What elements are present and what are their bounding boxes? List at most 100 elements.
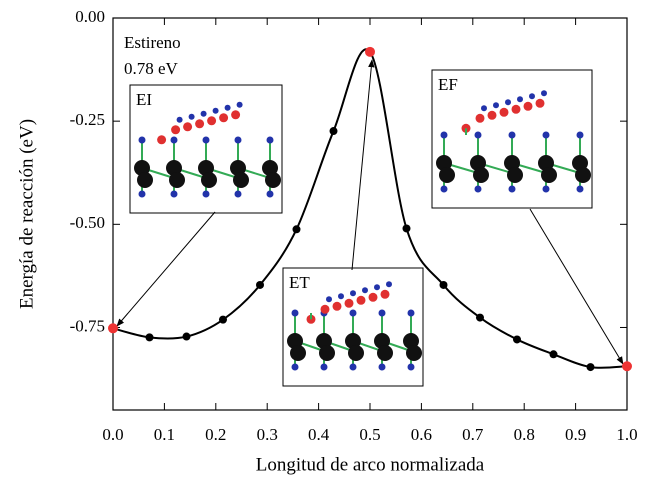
atom (504, 155, 520, 171)
atom (233, 172, 249, 188)
x-tick-label: 0.5 (359, 425, 380, 444)
inset-label: EI (136, 90, 152, 109)
atom (499, 107, 509, 117)
y-tick-label: -0.50 (70, 213, 105, 232)
atom (542, 131, 550, 139)
atom (475, 113, 485, 123)
atom (508, 131, 516, 139)
atom (212, 107, 219, 114)
atom (377, 345, 393, 361)
y-tick-label: -0.75 (70, 316, 105, 335)
atom (320, 363, 328, 371)
atom (170, 190, 178, 198)
point (439, 280, 448, 289)
atom (166, 160, 182, 176)
atom (176, 116, 183, 123)
atom (320, 304, 330, 314)
arrow (351, 59, 375, 271)
inset-label: ET (289, 273, 310, 292)
point (402, 224, 411, 233)
atom (332, 301, 342, 311)
atom (171, 125, 181, 135)
atom (474, 131, 482, 139)
point (475, 313, 484, 322)
x-tick-label: 0.0 (102, 425, 123, 444)
atom (576, 185, 584, 193)
atom (374, 284, 380, 291)
atom (291, 363, 299, 371)
atom (576, 131, 584, 139)
x-tick-label: 0.1 (154, 425, 175, 444)
atom (287, 333, 303, 349)
point (182, 332, 191, 341)
atom (224, 104, 231, 111)
atom (511, 104, 521, 114)
insets: EI ET EF (129, 69, 593, 387)
atom (266, 190, 274, 198)
point (256, 280, 265, 289)
atom (386, 281, 392, 288)
atom (290, 345, 306, 361)
atom (183, 122, 193, 132)
atom (338, 293, 344, 300)
atom (349, 363, 357, 371)
x-tick-label: 0.9 (565, 425, 586, 444)
atom (316, 333, 332, 349)
atom (349, 309, 357, 317)
atom (230, 160, 246, 176)
atom (134, 160, 150, 176)
atom (262, 160, 278, 176)
atom (380, 289, 390, 299)
point (622, 361, 632, 372)
atom (169, 172, 185, 188)
atom (200, 110, 207, 117)
atom (507, 167, 523, 183)
atom (348, 345, 364, 361)
atom (234, 190, 242, 198)
point (145, 333, 154, 342)
atom (508, 185, 516, 193)
point (292, 225, 301, 234)
y-axis-label: Energía de reacción (eV) (16, 119, 37, 309)
atom (137, 172, 153, 188)
atom (407, 363, 415, 371)
x-tick-label: 0.4 (308, 425, 330, 444)
atom (487, 110, 497, 120)
atom (195, 119, 205, 129)
atom (201, 172, 217, 188)
atom (344, 298, 354, 308)
atom (575, 167, 591, 183)
atom (470, 155, 486, 171)
atom (170, 136, 178, 144)
atom (319, 345, 335, 361)
point (586, 363, 595, 372)
atom (356, 295, 366, 305)
atom (374, 333, 390, 349)
x-tick-label: 1.0 (616, 425, 637, 444)
atom (538, 155, 554, 171)
atom (265, 172, 281, 188)
atom (350, 290, 356, 297)
atom (138, 136, 146, 144)
atom (403, 333, 419, 349)
atom (345, 333, 361, 349)
atom (572, 155, 588, 171)
atom (474, 185, 482, 193)
atom (138, 190, 146, 198)
atom (368, 292, 378, 302)
atom (523, 101, 533, 111)
point (108, 323, 118, 334)
point (365, 46, 375, 57)
inset-label: EF (438, 75, 458, 94)
atom (406, 345, 422, 361)
annotation: Estireno (124, 33, 181, 52)
atom (326, 296, 332, 303)
atom (529, 93, 535, 100)
atom (440, 131, 448, 139)
atom (407, 309, 415, 317)
x-tick-label: 0.3 (257, 425, 278, 444)
atom (202, 190, 210, 198)
atom (378, 363, 386, 371)
x-axis-label: Longitud de arco normalizada (256, 454, 485, 475)
atom (541, 90, 547, 97)
